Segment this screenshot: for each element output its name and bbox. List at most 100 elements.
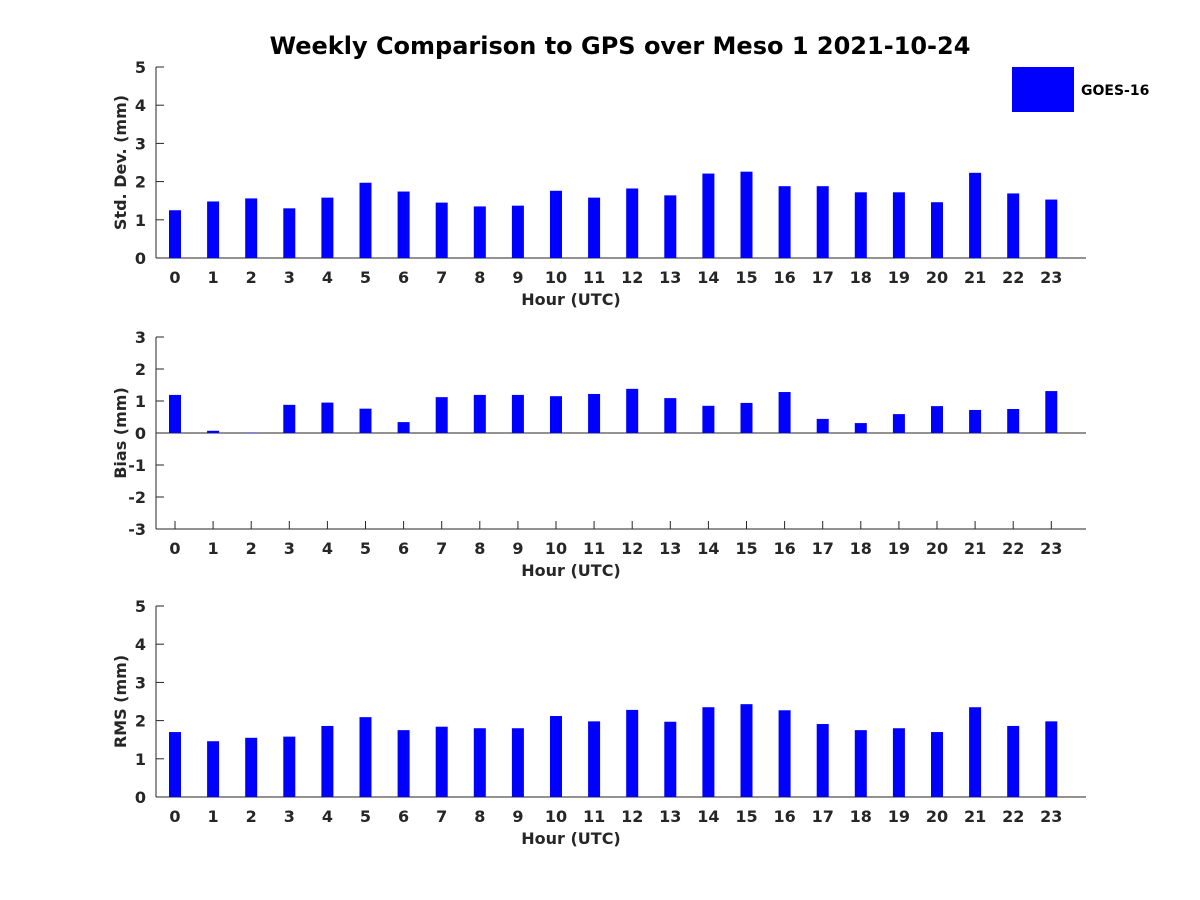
std-dev-bar (1045, 199, 1058, 258)
rms-y-tick-label: 0 (135, 788, 146, 807)
bias-y-tick-label: -1 (128, 456, 146, 475)
bias-x-tick-label: 23 (1040, 539, 1062, 558)
rms-bar (359, 717, 372, 797)
bias-bar (511, 394, 524, 433)
bias-y-tick-label: 1 (135, 392, 146, 411)
bias-x-tick-label: 4 (322, 539, 333, 558)
rms-bar (702, 707, 715, 797)
std-dev-bar (245, 198, 258, 258)
std-dev-bar (892, 192, 905, 258)
bias-bar (169, 394, 181, 433)
bias-x-tick-label: 13 (659, 539, 681, 558)
bias-x-tick-label: 14 (697, 539, 719, 558)
bias-bar (473, 394, 486, 433)
bias-bar (740, 402, 753, 433)
std-dev-x-tick-label: 7 (436, 268, 447, 287)
std-dev-bar (740, 171, 753, 258)
bias-x-tick-label: 12 (621, 539, 643, 558)
std-dev-x-tick-label: 2 (246, 268, 257, 287)
std-dev-bar (588, 197, 601, 258)
std-dev-x-tick-label: 10 (545, 268, 567, 287)
bias-bar (969, 409, 982, 433)
std-dev-x-tick-label: 23 (1040, 268, 1062, 287)
bias-x-tick-label: 20 (926, 539, 948, 558)
bias-bar (626, 388, 639, 433)
std-dev-y-tick-label: 2 (135, 173, 146, 192)
std-dev-x-axis-label: Hour (UTC) (521, 290, 621, 309)
std-dev-x-tick-label: 12 (621, 268, 643, 287)
rms-x-tick-label: 14 (697, 807, 719, 826)
std-dev-x-tick-label: 21 (964, 268, 986, 287)
std-dev-bar (550, 190, 562, 258)
std-dev-x-tick-label: 20 (926, 268, 948, 287)
bias-x-axis-label: Hour (UTC) (521, 561, 621, 580)
bias-x-tick-label: 5 (360, 539, 371, 558)
std-dev-bar (169, 210, 181, 258)
rms-bar (1045, 721, 1058, 797)
rms-bar (1007, 725, 1020, 797)
bias-bar (207, 430, 220, 433)
std-dev-bar (778, 186, 791, 258)
rms-x-tick-label: 20 (926, 807, 948, 826)
rms-x-tick-label: 9 (512, 807, 523, 826)
bias-bar (931, 406, 943, 433)
rms-bar (816, 724, 829, 797)
bias-x-tick-label: 2 (246, 539, 257, 558)
rms-y-tick-label: 3 (135, 673, 146, 692)
rms-bar (931, 732, 943, 797)
rms-bar (969, 707, 982, 797)
bias-bar (397, 422, 410, 433)
std-dev-y-axis-label: Std. Dev. (mm) (111, 95, 130, 230)
rms-bar (778, 710, 791, 797)
std-dev-x-tick-label: 9 (512, 268, 523, 287)
rms-x-tick-label: 17 (812, 807, 834, 826)
rms-x-tick-label: 22 (1002, 807, 1024, 826)
std-dev-x-tick-label: 4 (322, 268, 333, 287)
rms-x-tick-label: 16 (773, 807, 795, 826)
legend-label-goes-16: GOES-16 (1081, 83, 1149, 99)
std-dev-x-tick-label: 6 (398, 268, 409, 287)
std-dev-x-tick-label: 18 (850, 268, 872, 287)
rms-x-tick-label: 19 (888, 807, 910, 826)
std-dev-bar (664, 195, 677, 258)
std-dev-bar (626, 188, 639, 258)
bias-bar (245, 432, 258, 434)
rms-bar (892, 728, 905, 797)
rms-x-tick-label: 4 (322, 807, 333, 826)
rms-x-tick-label: 15 (735, 807, 757, 826)
bias-x-tick-label: 11 (583, 539, 605, 558)
rms-x-tick-label: 18 (850, 807, 872, 826)
bias-x-tick-label: 22 (1002, 539, 1024, 558)
bias-bar (359, 408, 372, 433)
rms-x-tick-label: 1 (208, 807, 219, 826)
rms-x-tick-label: 10 (545, 807, 567, 826)
std-dev-bar (207, 201, 220, 258)
rms-bar (626, 709, 639, 797)
bias-x-tick-label: 7 (436, 539, 447, 558)
std-dev-bar (397, 191, 410, 258)
bias-bar (892, 414, 905, 433)
legend-swatch-goes-16 (1012, 67, 1074, 112)
std-dev-y-tick-label: 4 (135, 96, 146, 115)
rms-bar (435, 726, 448, 797)
rms-bar (283, 736, 296, 797)
std-dev-x-tick-label: 19 (888, 268, 910, 287)
bias-bar (778, 392, 791, 433)
bias-bar (283, 404, 296, 433)
bias-y-tick-label: 2 (135, 360, 146, 379)
rms-y-tick-label: 1 (135, 750, 146, 769)
std-dev-bar (283, 208, 296, 258)
std-dev-x-tick-label: 15 (735, 268, 757, 287)
std-dev-bar (816, 186, 829, 258)
bias-bar (321, 402, 334, 433)
bias-bar (588, 393, 601, 433)
bias-x-tick-label: 10 (545, 539, 567, 558)
rms-bar (169, 732, 181, 797)
rms-bar (321, 725, 334, 797)
std-dev-x-tick-label: 14 (697, 268, 719, 287)
bias-x-tick-label: 8 (474, 539, 485, 558)
bias-bar (854, 423, 867, 433)
std-dev-y-tick-label: 3 (135, 134, 146, 153)
